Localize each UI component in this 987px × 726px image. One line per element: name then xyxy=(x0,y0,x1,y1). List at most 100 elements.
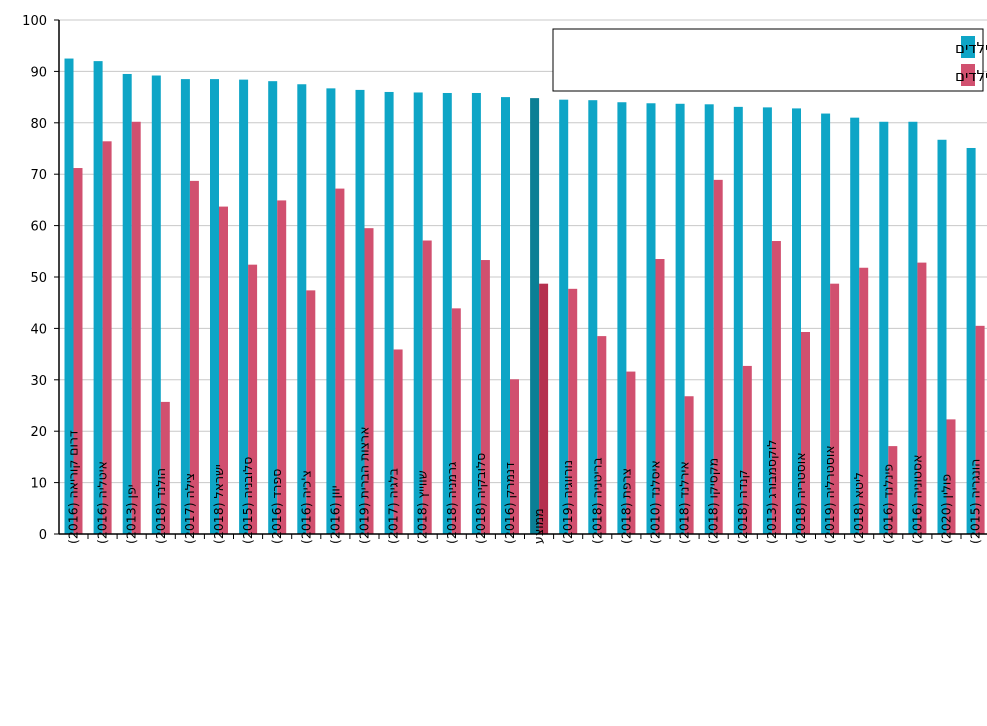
category-label: אוסטרליה (2019) xyxy=(822,445,837,544)
category-label: ישראל (2018) xyxy=(211,464,226,544)
y-tick-label: 50 xyxy=(30,271,47,286)
category-label: איסלנד (2010) xyxy=(648,460,663,544)
bar-series-2 xyxy=(189,180,199,534)
y-tick-label: 30 xyxy=(30,374,47,389)
y-tick-label: 10 xyxy=(30,477,47,492)
bar-series-1 xyxy=(733,106,743,534)
bar-series-1 xyxy=(442,92,452,534)
bar-series-2 xyxy=(480,260,490,534)
category-label: יפן (2013) xyxy=(124,484,139,544)
bar-series-2 xyxy=(888,446,898,534)
bar-series-2 xyxy=(859,267,869,534)
bar-series-2 xyxy=(626,371,636,534)
category-label: הונגריה (2015) xyxy=(968,459,983,544)
legend-box xyxy=(552,28,984,92)
bar-series-1 xyxy=(908,121,918,534)
bar-series-2 xyxy=(393,349,403,534)
bar-series-2 xyxy=(131,121,141,534)
bar-series-1 xyxy=(646,103,656,534)
y-tick-label: 0 xyxy=(39,528,47,543)
y-tick-label: 70 xyxy=(30,168,47,183)
category-label: הולנד (2018) xyxy=(153,468,168,544)
bar-series-2 xyxy=(510,379,519,534)
axes xyxy=(54,19,987,539)
bar-series-2 xyxy=(160,401,170,534)
bar-series-1 xyxy=(93,61,103,535)
bar-series-2 xyxy=(539,283,549,534)
legend-label-series-1: ההכנסה מעבודה - משקי בית עם ילדים xyxy=(955,39,987,57)
category-label: ארצות הברית (2019) xyxy=(357,427,372,544)
bar-series-2 xyxy=(975,325,985,534)
bar-series-2 xyxy=(73,168,83,535)
bar-series-2 xyxy=(946,419,956,534)
bar-series-1 xyxy=(588,100,598,535)
bar-series-1 xyxy=(617,102,627,535)
bar-series-1 xyxy=(297,84,307,534)
category-label: קנדה (2018) xyxy=(735,470,750,544)
bar-series-2 xyxy=(597,336,607,534)
bar-series-1 xyxy=(792,108,801,535)
bar-series-2 xyxy=(219,206,228,534)
bar-series-1 xyxy=(122,73,132,534)
bar-series-1 xyxy=(471,92,481,534)
category-label: לוקסמבורג (2013) xyxy=(764,440,779,544)
bar-series-2 xyxy=(742,365,752,534)
category-label: נורווגיה (2019) xyxy=(560,460,575,544)
category-label: איטליה (2016) xyxy=(95,461,110,544)
category-label: צילה (2017) xyxy=(182,473,197,544)
category-label: דנמרק (2016) xyxy=(502,462,517,544)
legend-swatch-series-2 xyxy=(961,64,975,86)
bar-series-2 xyxy=(248,264,258,534)
bar-series-1 xyxy=(151,75,161,535)
bar-series-1 xyxy=(180,79,190,535)
legend-label-series-2: ההכנסה מעבודה - משקי בית עניים עם ילדים xyxy=(955,67,987,85)
bar-series-1 xyxy=(210,79,219,535)
bar-series-2 xyxy=(917,262,927,534)
category-label: פולין (2020) xyxy=(939,474,954,544)
bar-series-1 xyxy=(879,121,889,534)
category-label: צרפת (2018) xyxy=(618,468,633,544)
bar-series-1 xyxy=(937,139,947,534)
category-label: יוון (2016) xyxy=(327,485,342,544)
bar-series-2 xyxy=(364,228,374,535)
y-tick-label: 80 xyxy=(30,117,47,132)
bar-series-2 xyxy=(422,240,432,535)
bar-series-1 xyxy=(704,104,714,535)
bar-series-1 xyxy=(501,97,510,534)
category-label: דרום קוריאה (2016) xyxy=(66,430,81,544)
bar-series-1 xyxy=(268,81,278,534)
category-label: אסטוניה (2016) xyxy=(909,455,924,545)
category-label: ספרד (2016) xyxy=(269,469,284,544)
bar-series-2 xyxy=(655,259,665,534)
category-label: אירלנד (2018) xyxy=(677,461,692,544)
bar-series-2 xyxy=(771,241,781,534)
category-label: בלגיה (2017) xyxy=(386,468,401,544)
bar-series-1 xyxy=(675,103,685,535)
category-label: שווייץ (2018) xyxy=(415,470,430,544)
category-label: מקסיקו (2018) xyxy=(706,458,721,544)
y-tick-label: 90 xyxy=(30,65,47,80)
bar-series-2 xyxy=(335,188,345,535)
bar-series-2 xyxy=(801,331,810,534)
bar-series-1 xyxy=(384,91,394,535)
bar-series-1 xyxy=(821,113,831,534)
category-label: ממוצע xyxy=(531,508,546,544)
bar-series-1 xyxy=(239,79,249,535)
bar-series-2 xyxy=(568,288,578,534)
y-tick-labels: 0 10 20 30 40 50 60 70 80 90 100 xyxy=(22,14,47,543)
category-label: ליטא (2018) xyxy=(851,472,866,544)
category-labels: דרום קוריאה (2016) איטליה (2016) יפן (2013… xyxy=(66,427,983,544)
legend-swatch-series-1 xyxy=(961,36,975,58)
y-tick-label: 40 xyxy=(30,322,47,337)
bar-series-1 xyxy=(64,58,74,535)
bar-series-2 xyxy=(830,283,840,534)
bar-series-1 xyxy=(355,89,365,535)
category-label: בריטניה (2018) xyxy=(589,457,604,544)
bar-series-2 xyxy=(306,290,316,534)
bar-series-1 xyxy=(850,117,860,534)
y-tick-label: 100 xyxy=(22,14,47,29)
category-label: פינלנד (2016) xyxy=(880,464,895,544)
bar-series-2 xyxy=(713,179,723,534)
bar-series-2 xyxy=(277,200,287,534)
